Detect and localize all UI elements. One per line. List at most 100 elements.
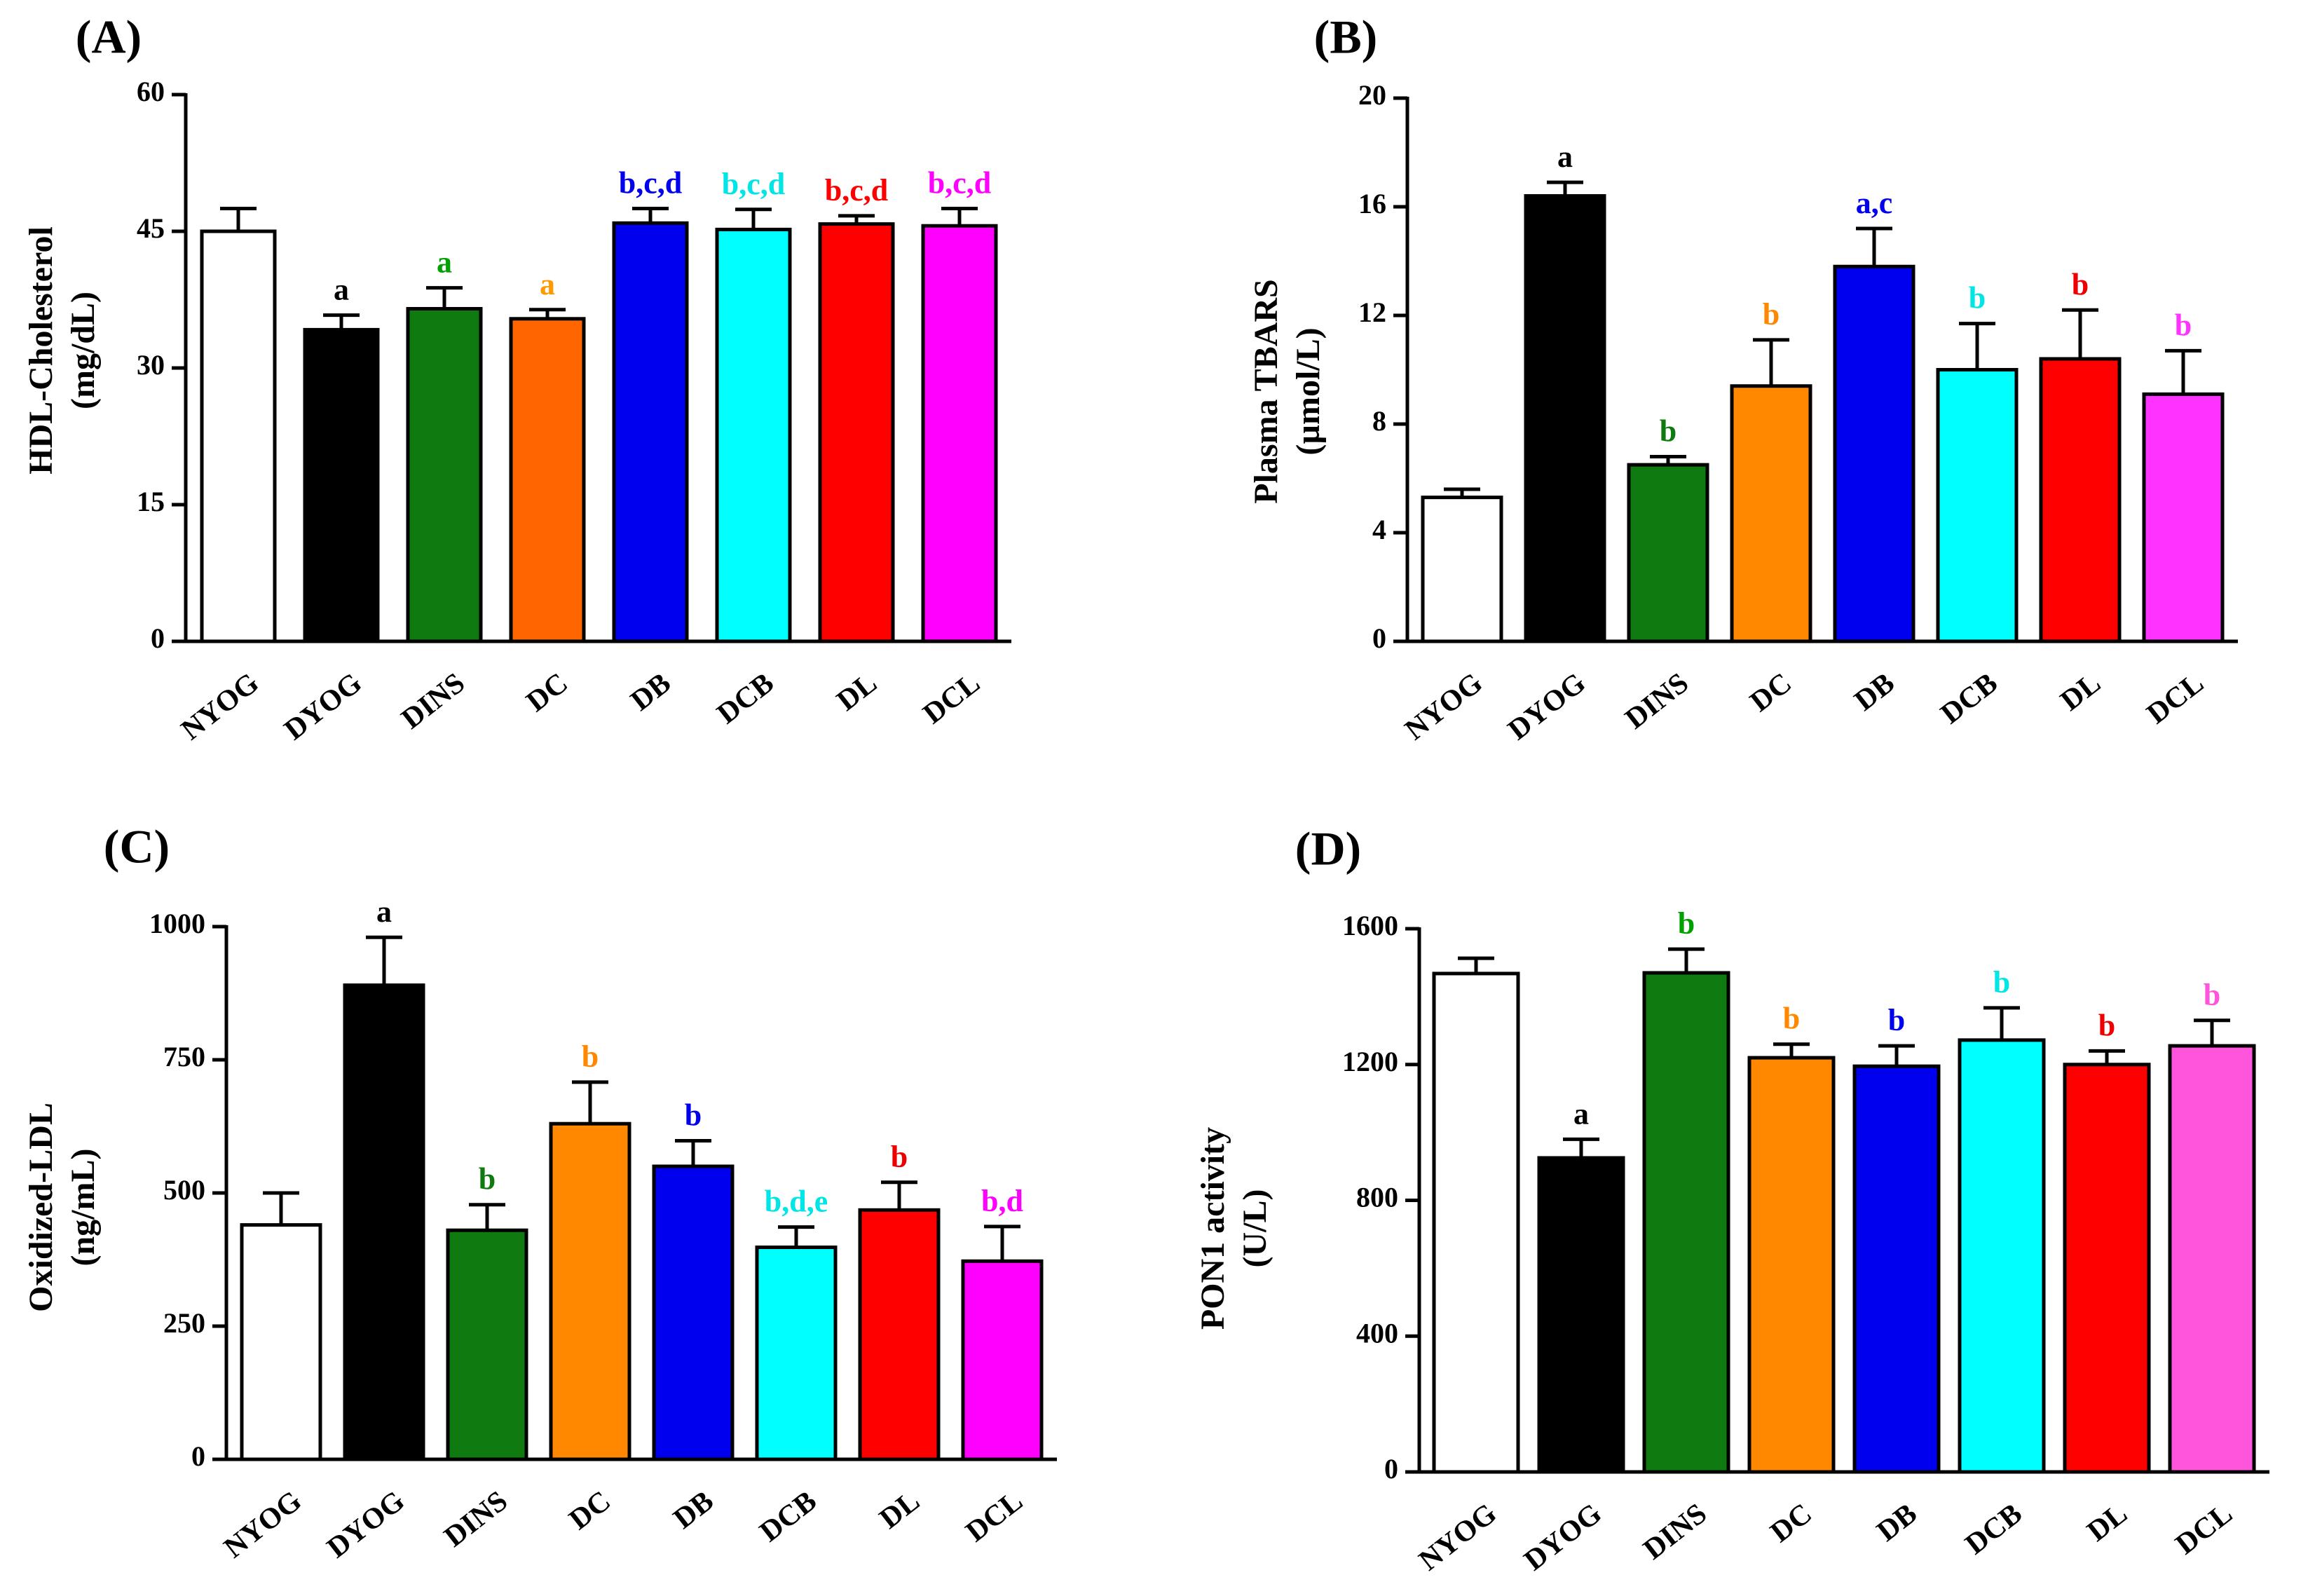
significance-label: b xyxy=(1783,1002,1800,1036)
y-axis-title-line2: (U/L) xyxy=(1236,1189,1273,1268)
x-tick-label: DYOG xyxy=(278,667,368,746)
significance-label: b xyxy=(891,1140,908,1174)
bar-dl xyxy=(858,1208,941,1461)
bar-dyog xyxy=(343,983,425,1461)
panel-label: (A) xyxy=(76,11,142,64)
bar-dyog xyxy=(303,327,380,643)
x-tick-label: DINS xyxy=(438,1485,513,1553)
significance-label: b xyxy=(1888,1003,1905,1037)
significance-label: b,c,d xyxy=(928,166,991,200)
significance-label: b xyxy=(2204,978,2220,1012)
bar-dc xyxy=(1730,384,1812,643)
bar-dins xyxy=(446,1228,528,1461)
bar-nyog xyxy=(240,1223,322,1461)
significance-label: b xyxy=(685,1098,702,1133)
x-tick-label: NYOG xyxy=(1399,667,1489,746)
y-tick-label: 45 xyxy=(137,212,165,244)
significance-label: a,c xyxy=(1856,186,1893,220)
bar-dcb xyxy=(1958,1038,2046,1474)
x-tick-label: DCL xyxy=(2141,667,2210,730)
significance-label: b xyxy=(2098,1008,2115,1042)
bar-dyog xyxy=(1524,194,1606,643)
significance-label: b xyxy=(1993,965,2010,1000)
x-tick-label: DCL xyxy=(960,1485,1029,1548)
significance-label: b xyxy=(479,1162,496,1196)
significance-label: b xyxy=(2175,308,2192,342)
significance-label: a xyxy=(334,273,349,307)
significance-label: b xyxy=(582,1039,599,1074)
x-tick-label: DL xyxy=(831,667,883,717)
x-tick-label: DCB xyxy=(754,1485,823,1548)
x-tick-label: DB xyxy=(625,667,677,717)
x-tick-label: NYOG xyxy=(218,1485,308,1564)
bar-dl xyxy=(2039,357,2122,643)
x-tick-label: DL xyxy=(2082,1497,2133,1548)
y-axis-title-line1: HDL-Cholesterol xyxy=(22,226,60,475)
bar-dins xyxy=(406,307,483,643)
y-tick-label: 0 xyxy=(1384,1453,1398,1485)
significance-label: b,d,e xyxy=(765,1185,828,1219)
significance-label: b,c,d xyxy=(825,173,888,207)
panel-label: (B) xyxy=(1314,11,1378,64)
y-tick-label: 4 xyxy=(1372,514,1386,545)
bar-dcl xyxy=(2168,1044,2256,1474)
significance-label: b xyxy=(2072,267,2089,301)
bar-dc xyxy=(1747,1056,1836,1474)
bar-dcl xyxy=(961,1259,1044,1461)
bar-db xyxy=(1852,1064,1941,1474)
y-tick-label: 0 xyxy=(151,622,165,654)
bar-dins xyxy=(1627,463,1709,643)
x-tick-label: DC xyxy=(1744,667,1798,718)
y-axis-title-line2: (ng/mL) xyxy=(64,1149,102,1267)
y-tick-label: 750 xyxy=(163,1041,205,1072)
x-tick-label: DC xyxy=(564,1485,617,1536)
bar-db xyxy=(1833,264,1915,643)
significance-label: b,c,d xyxy=(619,166,682,200)
x-tick-label: DCB xyxy=(711,667,780,730)
y-tick-label: 15 xyxy=(137,486,165,517)
x-tick-label: DYOG xyxy=(321,1485,411,1564)
y-tick-label: 16 xyxy=(1358,188,1386,219)
significance-label: a xyxy=(1557,139,1573,174)
x-tick-label: NYOG xyxy=(175,667,265,746)
y-axis-title-line1: Oxidized-LDL xyxy=(22,1103,60,1312)
figure-panels: (A) HDL-Cholesterol (mg/dL) 0 15 30 45 60 NYOG a D… xyxy=(22,11,2269,1577)
significance-label: a xyxy=(376,894,392,929)
y-tick-label: 20 xyxy=(1358,79,1386,111)
bar-dyog xyxy=(1537,1156,1625,1474)
y-axis-title-line1: Plasma TBARS xyxy=(1248,279,1285,504)
y-axis-title-line1: PON1 activity xyxy=(1194,1127,1231,1330)
y-tick-label: 400 xyxy=(1356,1317,1398,1349)
x-tick-label: DINS xyxy=(1619,667,1694,735)
significance-label: b xyxy=(1660,414,1676,449)
x-tick-label: DINS xyxy=(395,667,470,735)
x-tick-label: DCB xyxy=(1935,667,2004,730)
bar-dl xyxy=(818,222,895,643)
y-tick-label: 12 xyxy=(1358,296,1386,328)
panel-2: (B) Plasma TBARS (µmol/L) 0 4 8 12 16 20 NYOG a DYO… xyxy=(1248,11,2238,746)
x-tick-label: DYOG xyxy=(1518,1497,1608,1577)
y-tick-label: 800 xyxy=(1356,1182,1398,1213)
bar-dcb xyxy=(755,1246,838,1461)
panel-4: (D) PON1 activity (U/L) 0 400 800 1200 1600 NYOG… xyxy=(1194,822,2269,1577)
x-tick-label: NYOG xyxy=(1413,1497,1503,1577)
significance-label: a xyxy=(437,245,452,280)
y-tick-label: 0 xyxy=(191,1440,205,1472)
x-tick-label: DYOG xyxy=(1502,667,1592,746)
y-tick-label: 60 xyxy=(137,76,165,107)
panel-label: (D) xyxy=(1295,822,1361,875)
y-tick-label: 1200 xyxy=(1342,1046,1398,1077)
significance-label: b,c,d xyxy=(722,167,785,201)
x-tick-label: DC xyxy=(521,667,574,718)
bar-dins xyxy=(1642,971,1730,1474)
y-tick-label: 8 xyxy=(1372,405,1386,437)
x-tick-label: DC xyxy=(1765,1497,1818,1549)
y-tick-label: 1600 xyxy=(1342,910,1398,941)
x-tick-label: DB xyxy=(1871,1497,1923,1548)
x-tick-label: DL xyxy=(2055,667,2107,717)
panel-3: (C) Oxidized-LDL (ng/mL) 0 250 500 750 1000 NYOG… xyxy=(22,820,1057,1564)
significance-label: a xyxy=(540,267,555,301)
bar-dcb xyxy=(1936,368,2019,643)
x-tick-label: DB xyxy=(1849,667,1901,717)
